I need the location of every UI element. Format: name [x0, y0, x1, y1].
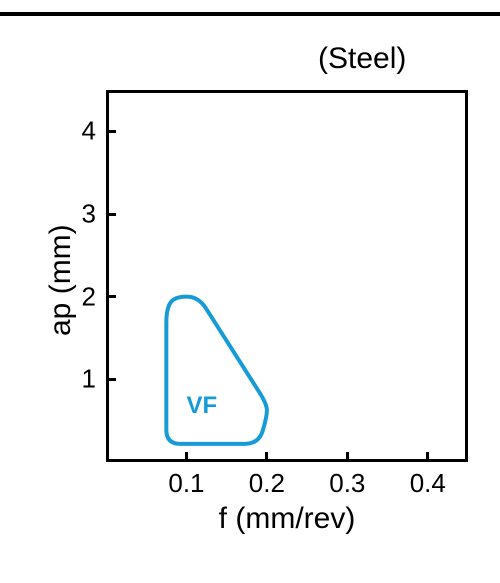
- region-label: VF: [186, 392, 217, 420]
- region-shape: [0, 0, 500, 583]
- region-path: [166, 297, 267, 444]
